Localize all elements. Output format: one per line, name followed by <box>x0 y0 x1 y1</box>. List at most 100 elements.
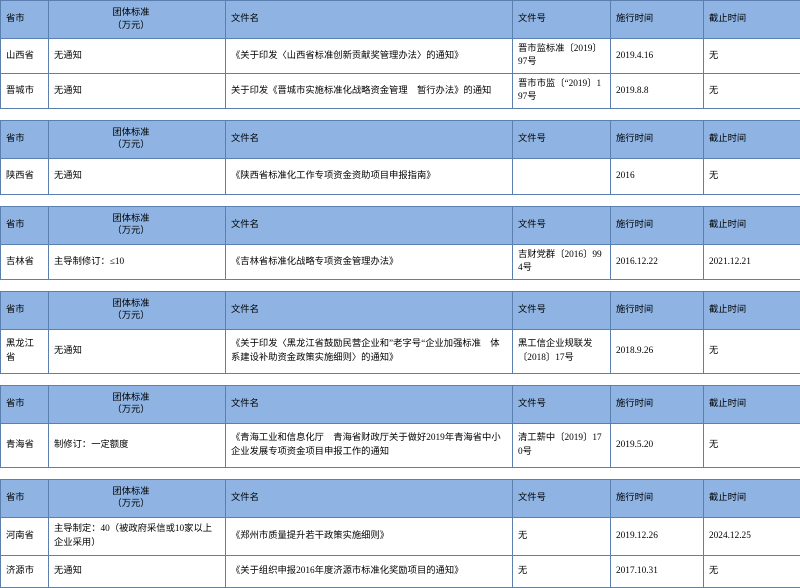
cell-start-time: 2016 <box>611 158 704 194</box>
column-header-file-no: 文件号 <box>513 1 611 39</box>
cell-file-no: 无 <box>513 555 611 587</box>
cell-end-time: 2024.12.25 <box>704 517 800 555</box>
column-header-group-standard-line1: 团体标准 <box>54 127 220 139</box>
cell-file-no: 无 <box>513 517 611 555</box>
table-header-row: 省市 团体标准 （万元） 文件名 文件号 施行时间 截止时间 <box>1 120 800 158</box>
column-header-group-standard-line2: （万元） <box>54 310 220 322</box>
column-header-group-standard-line2: （万元） <box>54 225 220 237</box>
column-header-file-no: 文件号 <box>513 120 611 158</box>
column-header-group-standard-line1: 团体标准 <box>54 298 220 310</box>
cell-end-time: 无 <box>704 158 800 194</box>
column-header-end-time: 截止时间 <box>704 291 800 329</box>
cell-province: 青海省 <box>1 423 49 467</box>
column-header-start-time: 施行时间 <box>611 120 704 158</box>
cell-file-no <box>513 158 611 194</box>
cell-province: 济源市 <box>1 555 49 587</box>
cell-start-time: 2018.9.26 <box>611 329 704 373</box>
column-header-file-no: 文件号 <box>513 206 611 244</box>
cell-group-standard: 主导制修订：≤10 <box>49 244 226 279</box>
column-header-group-standard: 团体标准 （万元） <box>49 479 226 517</box>
cell-start-time: 2019.4.16 <box>611 39 704 74</box>
table-row: 晋城市 无通知 关于印发《晋城市实施标准化战略资金管理 暂行办法》的通知 晋市市… <box>1 73 800 108</box>
cell-group-standard: 无通知 <box>49 555 226 587</box>
column-header-province: 省市 <box>1 120 49 158</box>
cell-province: 黑龙江省 <box>1 329 49 373</box>
cell-start-time: 2019.5.20 <box>611 423 704 467</box>
cell-file-name: 关于印发《晋城市实施标准化战略资金管理 暂行办法》的通知 <box>226 73 513 108</box>
column-header-group-standard: 团体标准 （万元） <box>49 206 226 244</box>
cell-file-name: 《郑州市质量提升若干政策实施细则》 <box>226 517 513 555</box>
column-header-province: 省市 <box>1 479 49 517</box>
policy-table-group-2: 省市 团体标准 （万元） 文件名 文件号 施行时间 截止时间 陕西省 无通知 《… <box>0 120 800 195</box>
policy-table-group-5: 省市 团体标准 （万元） 文件名 文件号 施行时间 截止时间 青海省 制修订：一… <box>0 385 800 468</box>
column-header-start-time: 施行时间 <box>611 206 704 244</box>
cell-province: 陕西省 <box>1 158 49 194</box>
cell-group-standard: 主导制定：40（被政府采信或10家以上企业采用） <box>49 517 226 555</box>
cell-end-time: 无 <box>704 39 800 74</box>
cell-group-standard: 无通知 <box>49 158 226 194</box>
table-header-row: 省市 团体标准 （万元） 文件名 文件号 施行时间 截止时间 <box>1 291 800 329</box>
column-header-end-time: 截止时间 <box>704 385 800 423</box>
column-header-file-name: 文件名 <box>226 206 513 244</box>
cell-province: 吉林省 <box>1 244 49 279</box>
cell-file-name: 《关于印发〈黑龙江省鼓励民营企业和”老字号“企业加强标准 体系建设补助资金政策实… <box>226 329 513 373</box>
cell-province: 山西省 <box>1 39 49 74</box>
cell-file-name: 《陕西省标准化工作专项资金资助项目申报指南》 <box>226 158 513 194</box>
column-header-start-time: 施行时间 <box>611 385 704 423</box>
cell-start-time: 2019.8.8 <box>611 73 704 108</box>
policy-table-group-4: 省市 团体标准 （万元） 文件名 文件号 施行时间 截止时间 黑龙江省 无通知 … <box>0 291 800 374</box>
column-header-file-no: 文件号 <box>513 479 611 517</box>
column-header-group-standard-line2: （万元） <box>54 498 220 510</box>
cell-group-standard: 无通知 <box>49 73 226 108</box>
policy-table-group-6: 省市 团体标准 （万元） 文件名 文件号 施行时间 截止时间 河南省 主导制定：… <box>0 479 800 588</box>
table-row: 山西省 无通知 《关于印发〈山西省标准创新贡献奖管理办法〉的通知》 晋市监标准〔… <box>1 39 800 74</box>
column-header-file-name: 文件名 <box>226 385 513 423</box>
cell-end-time: 无 <box>704 423 800 467</box>
cell-group-standard: 无通知 <box>49 39 226 74</box>
column-header-group-standard-line1: 团体标准 <box>54 7 220 19</box>
cell-start-time: 2017.10.31 <box>611 555 704 587</box>
cell-end-time: 2021.12.21 <box>704 244 800 279</box>
column-header-province: 省市 <box>1 1 49 39</box>
cell-group-standard: 制修订：一定额度 <box>49 423 226 467</box>
column-header-end-time: 截止时间 <box>704 479 800 517</box>
cell-end-time: 无 <box>704 555 800 587</box>
table-row: 青海省 制修订：一定额度 《青海工业和信息化厅 青海省财政厅关于做好2019年青… <box>1 423 800 467</box>
column-header-start-time: 施行时间 <box>611 479 704 517</box>
cell-file-no: 晋市监标准〔2019〕97号 <box>513 39 611 74</box>
cell-start-time: 2019.12.26 <box>611 517 704 555</box>
cell-file-no: 清工薪中〔2019〕170号 <box>513 423 611 467</box>
column-header-file-name: 文件名 <box>226 1 513 39</box>
column-header-group-standard: 团体标准 （万元） <box>49 1 226 39</box>
policy-table-group-1: 省市 团体标准 （万元） 文件名 文件号 施行时间 截止时间 山西省 无通知 《… <box>0 0 800 109</box>
column-header-group-standard-line1: 团体标准 <box>54 392 220 404</box>
column-header-group-standard: 团体标准 （万元） <box>49 291 226 329</box>
table-row: 吉林省 主导制修订：≤10 《吉林省标准化战略专项资金管理办法》 吉财党群〔20… <box>1 244 800 279</box>
column-header-province: 省市 <box>1 385 49 423</box>
column-header-start-time: 施行时间 <box>611 291 704 329</box>
table-header-row: 省市 团体标准 （万元） 文件名 文件号 施行时间 截止时间 <box>1 1 800 39</box>
column-header-start-time: 施行时间 <box>611 1 704 39</box>
cell-group-standard: 无通知 <box>49 329 226 373</box>
column-header-end-time: 截止时间 <box>704 1 800 39</box>
table-row: 河南省 主导制定：40（被政府采信或10家以上企业采用） 《郑州市质量提升若干政… <box>1 517 800 555</box>
policy-table-group-3: 省市 团体标准 （万元） 文件名 文件号 施行时间 截止时间 吉林省 主导制修订… <box>0 206 800 280</box>
cell-file-no: 吉财党群〔2016〕994号 <box>513 244 611 279</box>
cell-file-name: 《青海工业和信息化厅 青海省财政厅关于做好2019年青海省中小企业发展专项资金项… <box>226 423 513 467</box>
table-header-row: 省市 团体标准 （万元） 文件名 文件号 施行时间 截止时间 <box>1 385 800 423</box>
table-row: 陕西省 无通知 《陕西省标准化工作专项资金资助项目申报指南》 2016 无 <box>1 158 800 194</box>
table-row: 黑龙江省 无通知 《关于印发〈黑龙江省鼓励民营企业和”老字号“企业加强标准 体系… <box>1 329 800 373</box>
column-header-group-standard: 团体标准 （万元） <box>49 385 226 423</box>
cell-end-time: 无 <box>704 73 800 108</box>
cell-file-name: 《关于印发〈山西省标准创新贡献奖管理办法〉的通知》 <box>226 39 513 74</box>
column-header-end-time: 截止时间 <box>704 120 800 158</box>
column-header-group-standard-line2: （万元） <box>54 139 220 151</box>
cell-end-time: 无 <box>704 329 800 373</box>
cell-start-time: 2016.12.22 <box>611 244 704 279</box>
table-header-row: 省市 团体标准 （万元） 文件名 文件号 施行时间 截止时间 <box>1 206 800 244</box>
column-header-group-standard-line2: （万元） <box>54 404 220 416</box>
cell-province: 河南省 <box>1 517 49 555</box>
column-header-group-standard-line1: 团体标准 <box>54 486 220 498</box>
column-header-province: 省市 <box>1 206 49 244</box>
column-header-province: 省市 <box>1 291 49 329</box>
